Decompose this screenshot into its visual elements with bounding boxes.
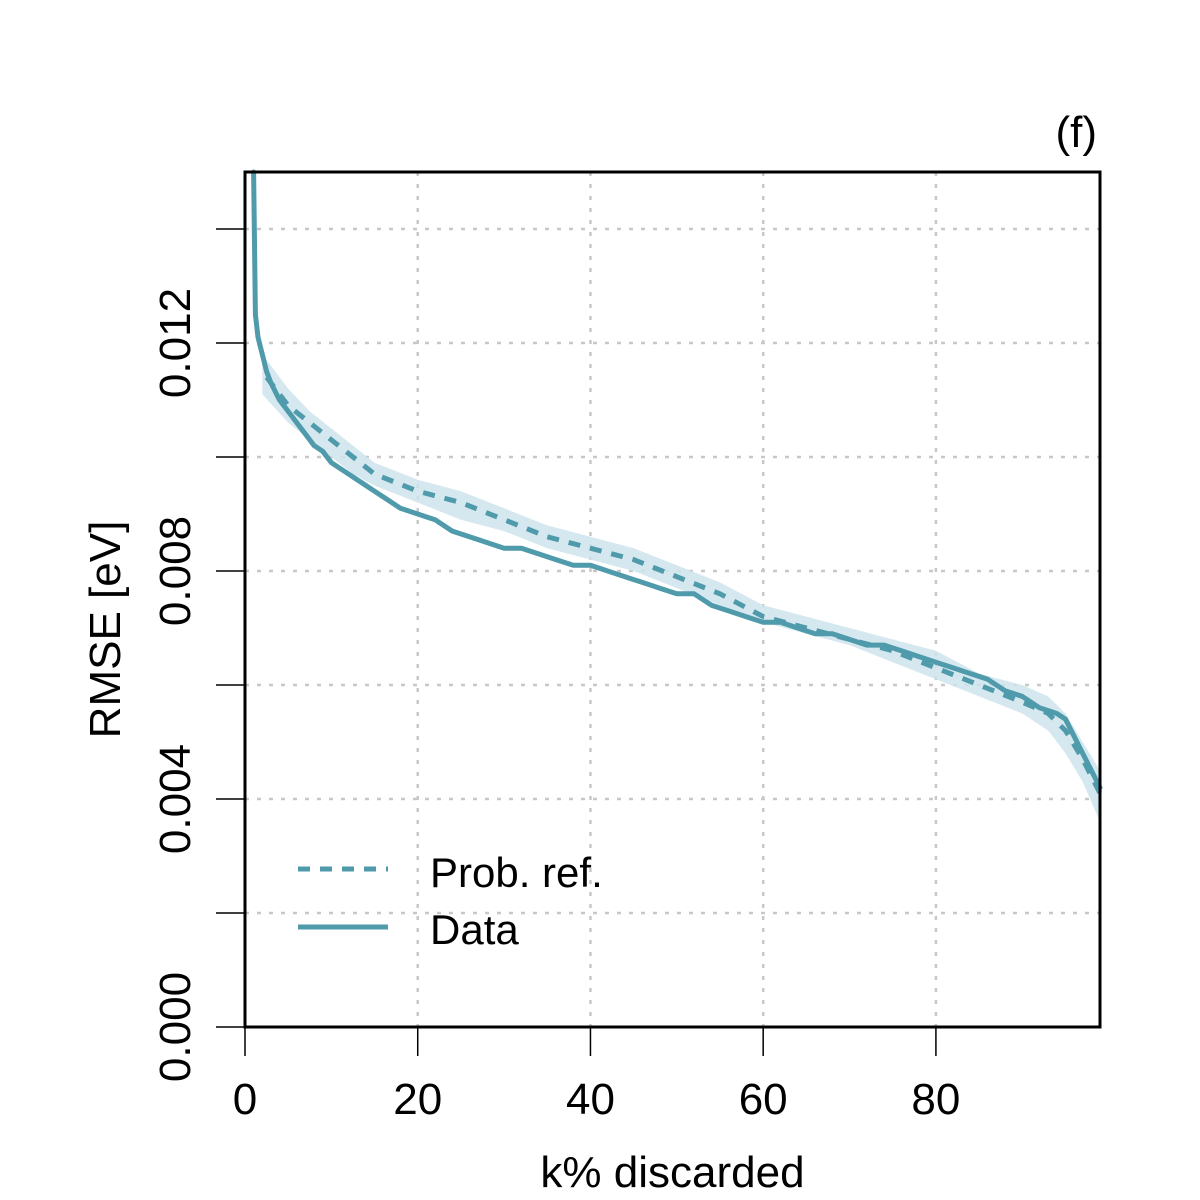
y-axis: 0.000 0.004 0.008 0.012: [151, 228, 246, 1082]
x-tick-label: 60: [739, 1075, 788, 1124]
confidence-band: [262, 354, 1100, 822]
x-tick-label: 40: [566, 1075, 615, 1124]
x-tick-label: 0: [233, 1075, 257, 1124]
legend-label-data: Data: [430, 906, 519, 953]
y-tick-label: 0.008: [151, 516, 200, 626]
y-tick-label: 0.000: [151, 972, 200, 1082]
x-axis-label: k% discarded: [540, 1148, 804, 1197]
legend-label-prob-ref: Prob. ref.: [430, 849, 603, 896]
y-axis-label: RMSE [eV]: [81, 521, 130, 739]
series-line-prob-ref: [264, 375, 1103, 795]
x-axis: 0 20 40 60 80: [233, 1026, 960, 1124]
x-tick-label: 80: [911, 1075, 960, 1124]
panel-label: (f): [1055, 108, 1097, 157]
y-tick-label: 0.004: [151, 744, 200, 854]
confidence-band-area: [262, 354, 1100, 822]
plot-frame: [243, 170, 1102, 1029]
x-tick-label: 20: [393, 1075, 442, 1124]
grid-lines: [245, 172, 1100, 1027]
series-lines: [251, 169, 1103, 795]
legend: Prob. ref. Data: [298, 849, 603, 953]
y-tick-label: 0.012: [151, 288, 200, 398]
series-line-data: [251, 169, 1103, 791]
